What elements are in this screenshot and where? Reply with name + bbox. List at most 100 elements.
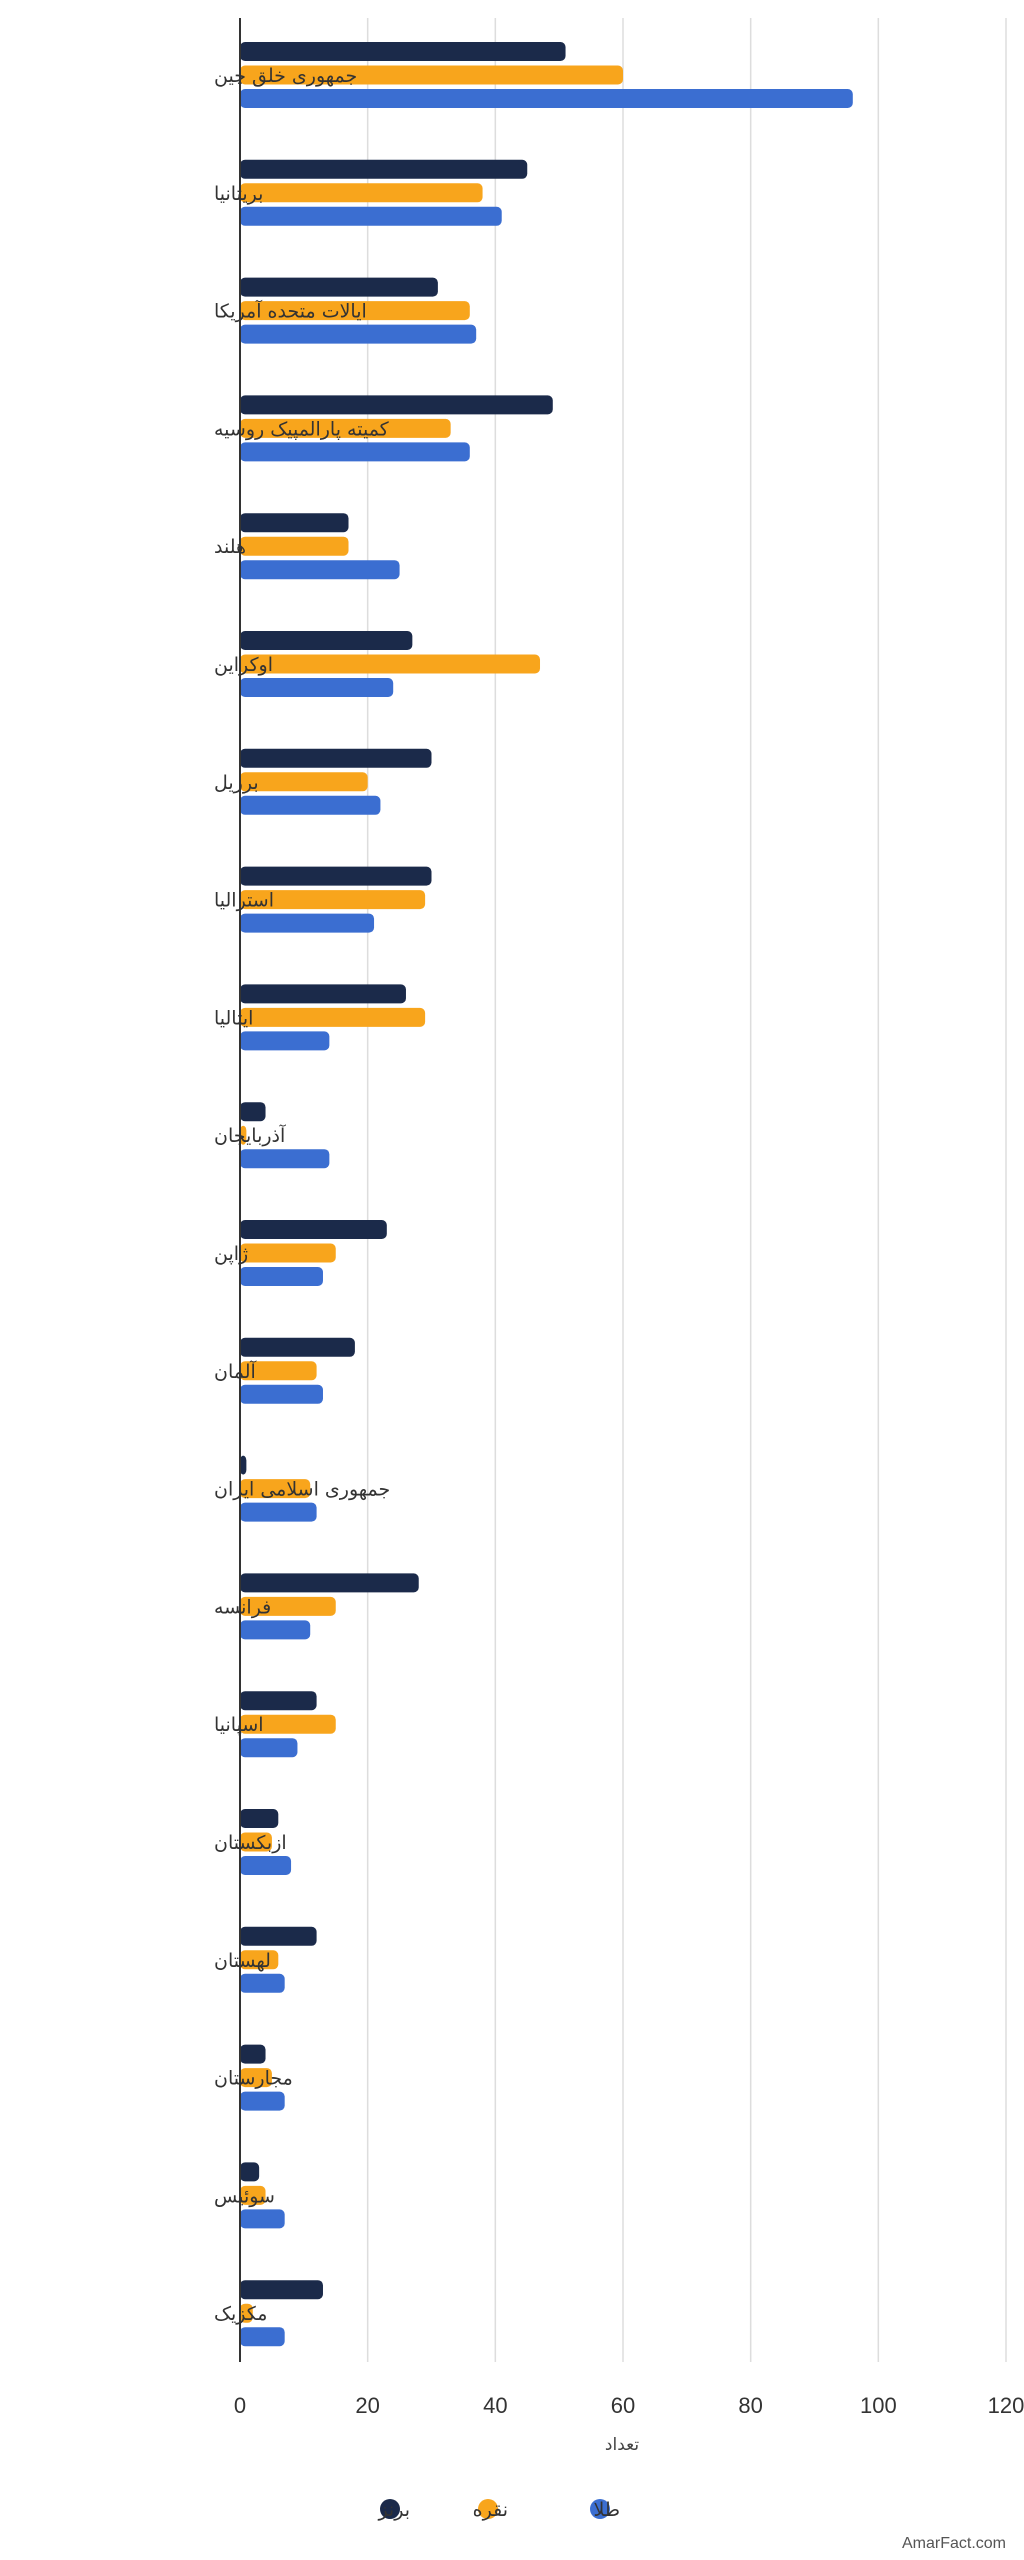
bar-3-11[interactable] <box>240 1267 323 1286</box>
bar-2-9[interactable] <box>240 1007 426 1027</box>
bar-2-5[interactable] <box>240 536 349 556</box>
category-label-18: مجارستان <box>214 2068 293 2090</box>
bar-3-15[interactable] <box>240 1738 298 1758</box>
bar-1-19[interactable] <box>240 2162 260 2182</box>
bar-2-13[interactable] <box>240 1479 311 1499</box>
category-label-17: لهستان <box>214 1950 271 1972</box>
category-label-8: استرالیا <box>214 890 274 912</box>
bar-1-6[interactable] <box>240 631 413 650</box>
category-labels: جمهوری خلق چین بریتانیا ایالات متحده آمریک… <box>214 65 390 2325</box>
category-label-14: فرانسه <box>214 1596 271 1618</box>
category-label-10: آذربایجان <box>214 1123 286 1147</box>
bar-2-3[interactable] <box>240 301 470 321</box>
bar-3-10[interactable] <box>240 1149 330 1169</box>
bar-2-12[interactable] <box>240 1361 317 1381</box>
bar-1-10[interactable] <box>240 1102 266 1122</box>
bar-2-4[interactable] <box>240 418 451 438</box>
legend-marker-3[interactable] <box>590 2499 610 2519</box>
bar-1-2[interactable] <box>240 159 528 179</box>
bar-3-20[interactable] <box>240 2327 285 2347</box>
category-label-7: برزیل <box>214 772 259 794</box>
bar-3-14[interactable] <box>240 1620 311 1640</box>
bars <box>240 42 853 2347</box>
bar-2-16[interactable] <box>240 1832 272 1852</box>
legend-marker-2[interactable] <box>478 2499 498 2519</box>
x-tick-label-5: 100 <box>860 2393 897 2418</box>
bar-1-13[interactable] <box>240 1455 247 1475</box>
bar-3-19[interactable] <box>240 2209 285 2229</box>
category-label-4: کمیته پارالمپیک روسیه <box>214 418 390 440</box>
legend-label-1[interactable]: برنز <box>377 2499 410 2521</box>
category-label-12: آلمان <box>214 1359 257 1383</box>
bar-1-14[interactable] <box>240 1573 419 1593</box>
bar-2-6[interactable] <box>240 654 541 674</box>
category-label-13: جمهوری اسلامی ایران <box>214 1479 390 1501</box>
category-label-3: ایالات متحده آمریکا <box>214 299 367 323</box>
bar-3-18[interactable] <box>240 2091 285 2111</box>
bar-1-1[interactable] <box>240 42 566 61</box>
x-tick-label-0: 0 <box>234 2393 246 2418</box>
bar-3-2[interactable] <box>240 206 502 226</box>
bar-2-20[interactable] <box>240 2303 253 2323</box>
legend-label-3[interactable]: طلا <box>594 2499 620 2521</box>
bar-2-18[interactable] <box>240 2068 272 2088</box>
bar-3-12[interactable] <box>240 1384 323 1404</box>
bar-1-4[interactable] <box>240 395 553 415</box>
bar-2-8[interactable] <box>240 890 426 910</box>
bar-3-5[interactable] <box>240 560 400 580</box>
bar-3-4[interactable] <box>240 442 470 462</box>
bar-1-12[interactable] <box>240 1337 355 1357</box>
bar-2-11[interactable] <box>240 1243 336 1263</box>
bar-1-16[interactable] <box>240 1809 279 1828</box>
bar-3-13[interactable] <box>240 1502 317 1522</box>
category-label-16: ازبکستان <box>214 1832 287 1854</box>
x-tick-label-4: 80 <box>738 2393 762 2418</box>
bar-1-15[interactable] <box>240 1691 317 1711</box>
bar-3-7[interactable] <box>240 795 381 815</box>
bar-3-16[interactable] <box>240 1856 292 1875</box>
bar-2-14[interactable] <box>240 1596 336 1616</box>
category-label-15: اسپانیا <box>214 1714 264 1736</box>
bar-3-17[interactable] <box>240 1973 285 1993</box>
bar-3-3[interactable] <box>240 324 477 344</box>
bar-1-20[interactable] <box>240 2280 323 2300</box>
bar-1-7[interactable] <box>240 748 432 768</box>
bar-1-3[interactable] <box>240 277 438 297</box>
bar-2-2[interactable] <box>240 183 483 203</box>
x-axis-title: تعداد <box>605 2435 639 2455</box>
bar-3-8[interactable] <box>240 913 375 933</box>
watermark: AmarFact.com <box>902 2535 1006 2552</box>
category-label-19: سوئیس <box>214 2185 275 2207</box>
category-label-2: بریتانیا <box>214 183 263 205</box>
x-tick-labels: 0 20 40 60 80 100 120 <box>234 2393 1024 2418</box>
bar-3-9[interactable] <box>240 1031 330 1051</box>
category-label-6: اوکراین <box>214 654 273 676</box>
bar-2-10[interactable] <box>240 1125 247 1145</box>
bar-2-1[interactable] <box>240 65 623 85</box>
x-tick-label-3: 60 <box>611 2393 635 2418</box>
x-tick-label-1: 20 <box>355 2393 379 2418</box>
bar-1-17[interactable] <box>240 1926 317 1946</box>
bar-2-19[interactable] <box>240 2185 266 2205</box>
bar-1-5[interactable] <box>240 513 349 533</box>
grid-lines <box>366 18 1007 2362</box>
bar-2-7[interactable] <box>240 772 368 792</box>
x-tick-label-2: 40 <box>483 2393 507 2418</box>
category-label-11: ژاپن <box>214 1243 248 1265</box>
bar-1-8[interactable] <box>240 866 432 886</box>
bar-3-1[interactable] <box>240 89 853 108</box>
bar-2-17[interactable] <box>240 1950 279 1970</box>
category-label-5: هلند <box>214 536 246 558</box>
bar-1-9[interactable] <box>240 984 406 1004</box>
bar-2-15[interactable] <box>240 1714 336 1734</box>
bar-3-6[interactable] <box>240 678 394 697</box>
legend-label-2[interactable]: نقره <box>473 2499 508 2521</box>
category-label-1: جمهوری خلق چین <box>214 65 357 87</box>
legend-marker-1[interactable] <box>380 2499 400 2519</box>
legend[interactable]: برنز نقره طلا <box>377 2499 620 2521</box>
bar-1-11[interactable] <box>240 1220 387 1239</box>
x-tick-label-6: 120 <box>988 2393 1024 2418</box>
category-label-9: ایتالیا <box>214 1007 253 1029</box>
bar-1-18[interactable] <box>240 2044 266 2064</box>
